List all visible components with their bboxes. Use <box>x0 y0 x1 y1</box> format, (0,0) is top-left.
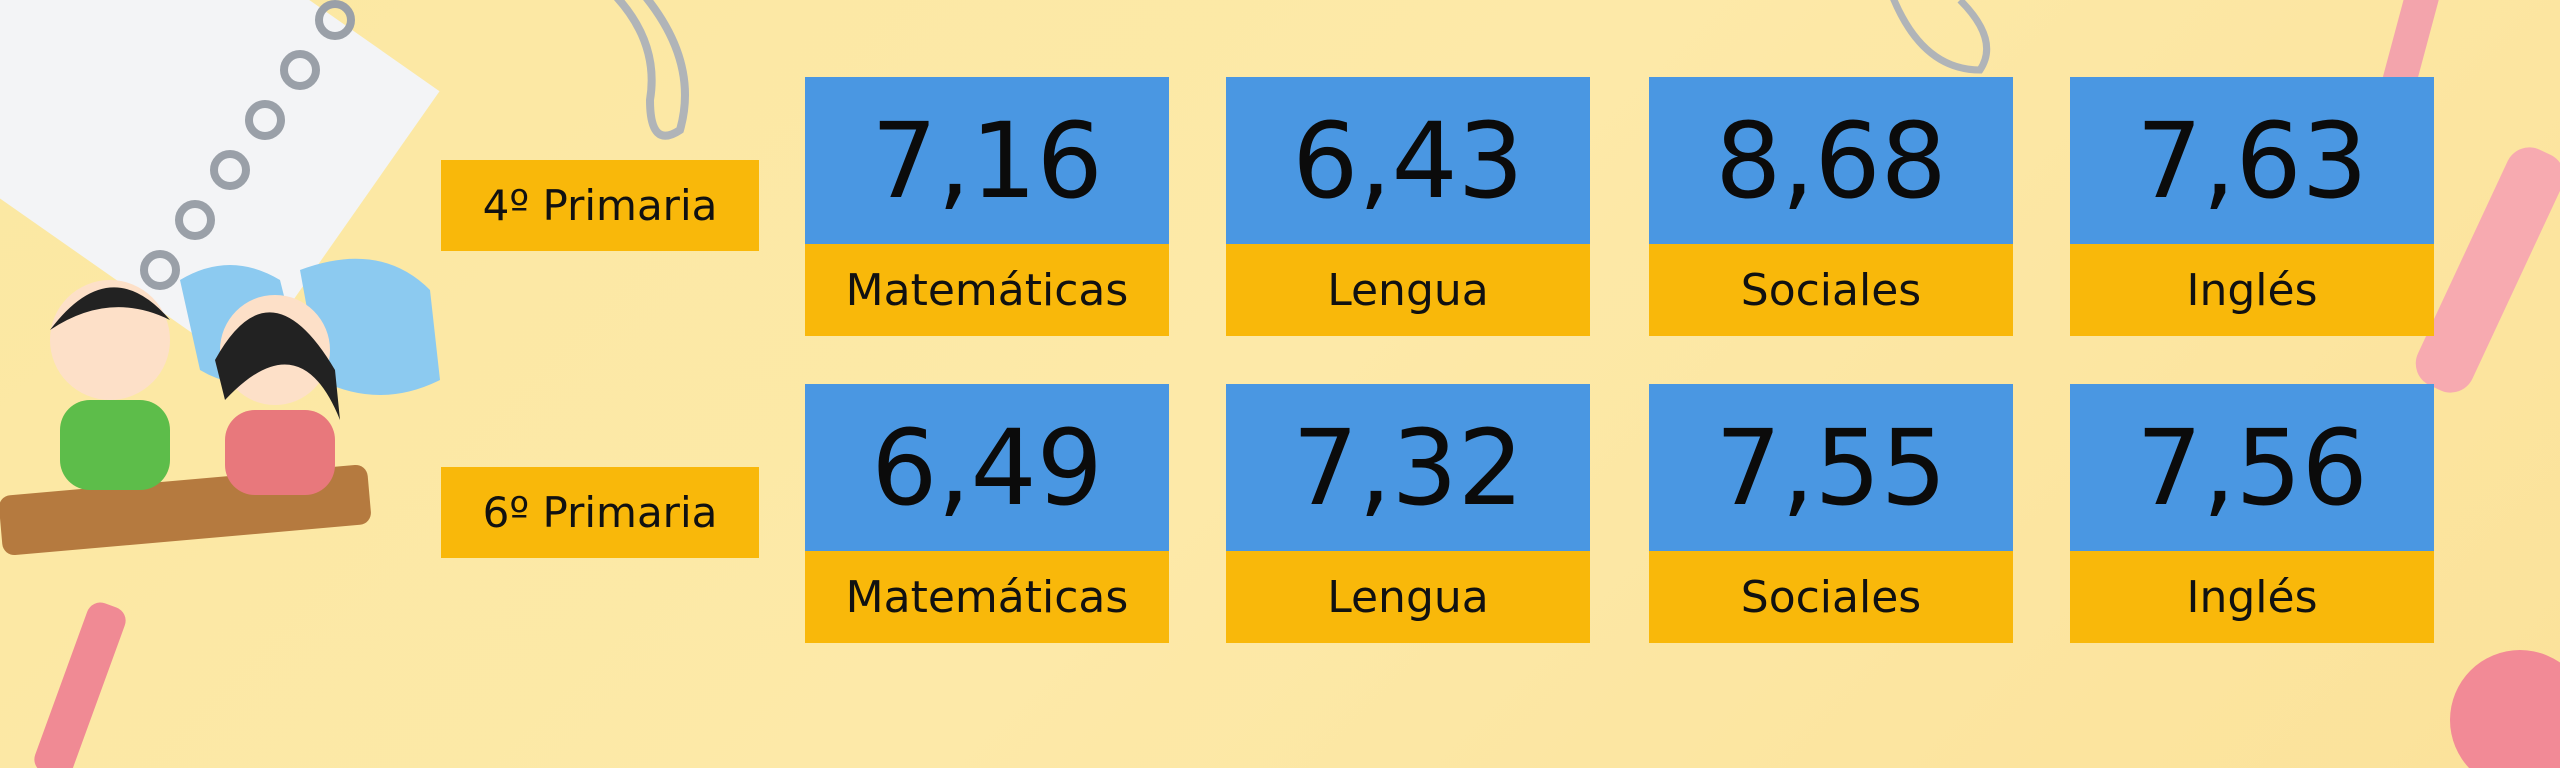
girl-hair <box>215 312 340 420</box>
score-card: 7,16 Matemáticas <box>805 77 1169 336</box>
spiral <box>140 0 355 290</box>
paperclip <box>1890 0 1991 74</box>
subject: Lengua <box>1226 551 1590 643</box>
score: 6,49 <box>805 384 1169 551</box>
score: 7,63 <box>2070 77 2434 244</box>
subject: Sociales <box>1649 551 2013 643</box>
subject: Matemáticas <box>805 551 1169 643</box>
score: 8,68 <box>1649 77 2013 244</box>
score-card: 7,55 Sociales <box>1649 384 2013 643</box>
score: 7,56 <box>2070 384 2434 551</box>
score-card: 7,32 Lengua <box>1226 384 1590 643</box>
subject: Matemáticas <box>805 244 1169 336</box>
boy-hair <box>50 287 170 330</box>
grade-label: 6º Primaria <box>441 467 759 558</box>
score-card: 7,63 Inglés <box>2070 77 2434 336</box>
girl-body <box>225 410 335 495</box>
score-card: 6,43 Lengua <box>1226 77 1590 336</box>
grade-label: 4º Primaria <box>441 160 759 251</box>
marker <box>34 602 126 768</box>
score-card: 7,56 Inglés <box>2070 384 2434 643</box>
score: 7,16 <box>805 77 1169 244</box>
clip <box>613 0 689 140</box>
score: 7,55 <box>1649 384 2013 551</box>
subject: Inglés <box>2070 551 2434 643</box>
highlighter <box>2415 147 2560 393</box>
subject: Sociales <box>1649 244 2013 336</box>
score-card: 6,49 Matemáticas <box>805 384 1169 643</box>
boy-body <box>60 400 170 490</box>
eraser <box>2450 650 2560 768</box>
subject: Inglés <box>2070 244 2434 336</box>
score-card: 8,68 Sociales <box>1649 77 2013 336</box>
score: 7,32 <box>1226 384 1590 551</box>
subject: Lengua <box>1226 244 1590 336</box>
score: 6,43 <box>1226 77 1590 244</box>
notebook <box>0 0 440 370</box>
